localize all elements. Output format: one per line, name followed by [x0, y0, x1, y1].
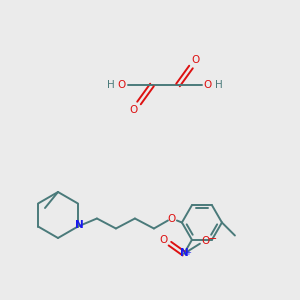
Text: O: O — [204, 80, 212, 90]
Text: O: O — [160, 235, 168, 245]
Text: O: O — [192, 55, 200, 65]
Text: −: − — [208, 234, 218, 244]
Text: O: O — [202, 236, 210, 246]
Text: O: O — [130, 105, 138, 115]
Text: O: O — [118, 80, 126, 90]
Text: N: N — [74, 220, 83, 230]
Text: +: + — [185, 250, 191, 256]
Text: H: H — [107, 80, 115, 90]
Text: O: O — [168, 214, 176, 224]
Text: H: H — [215, 80, 223, 90]
Text: N: N — [179, 248, 188, 258]
